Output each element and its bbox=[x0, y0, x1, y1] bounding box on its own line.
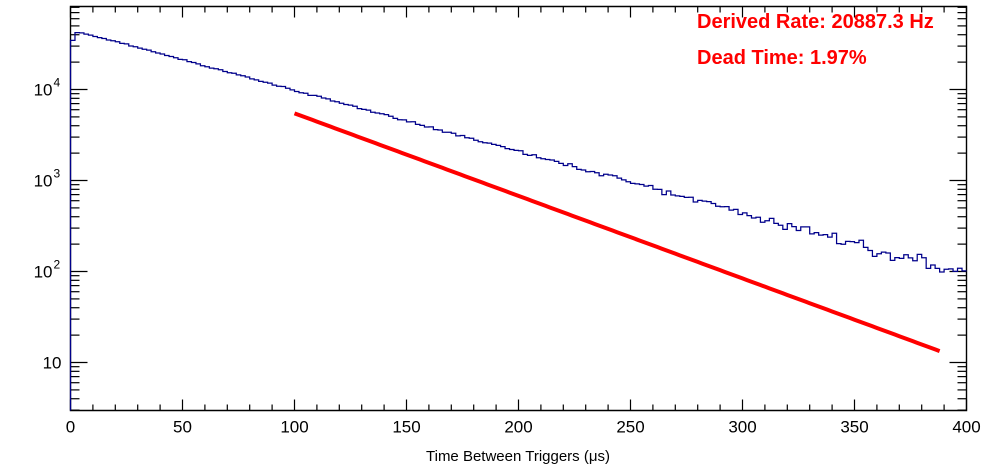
x-tick-label: 0 bbox=[66, 418, 75, 437]
svg-text:10: 10 bbox=[43, 354, 62, 373]
x-tick-label: 300 bbox=[728, 418, 756, 437]
svg-text:10: 10 bbox=[34, 263, 53, 282]
histogram-step-path bbox=[69, 31, 967, 411]
y-tick-label: 10 bbox=[43, 354, 62, 373]
x-tick-label: 50 bbox=[173, 418, 192, 437]
svg-text:10: 10 bbox=[34, 81, 53, 100]
exponential-fit-path bbox=[293, 111, 941, 353]
x-axis-tick-labels: 0 50 100 150 200 250 300 350 400 bbox=[66, 418, 981, 437]
x-tick-label: 400 bbox=[952, 418, 980, 437]
svg-text:3: 3 bbox=[54, 167, 61, 181]
x-axis-title: Time Between Triggers (μs) bbox=[426, 448, 610, 465]
dead-time-annotation: Dead Time: 1.97% bbox=[697, 47, 867, 69]
histogram-series bbox=[69, 31, 967, 411]
fit-line-series bbox=[293, 111, 941, 353]
derived-rate-annotation: Derived Rate: 20887.3 Hz bbox=[697, 11, 934, 33]
y-tick-label: 10 4 bbox=[34, 76, 61, 100]
svg-text:10: 10 bbox=[34, 172, 53, 191]
x-tick-label: 350 bbox=[840, 418, 868, 437]
y-tick-label: 10 2 bbox=[34, 258, 61, 282]
x-tick-label: 200 bbox=[504, 418, 532, 437]
svg-text:2: 2 bbox=[54, 258, 61, 272]
svg-text:4: 4 bbox=[54, 76, 61, 90]
y-tick-label: 10 3 bbox=[34, 167, 61, 191]
x-tick-label: 100 bbox=[280, 418, 308, 437]
x-tick-label: 150 bbox=[392, 418, 420, 437]
x-tick-label: 250 bbox=[616, 418, 644, 437]
axis-ticks bbox=[69, 6, 968, 411]
